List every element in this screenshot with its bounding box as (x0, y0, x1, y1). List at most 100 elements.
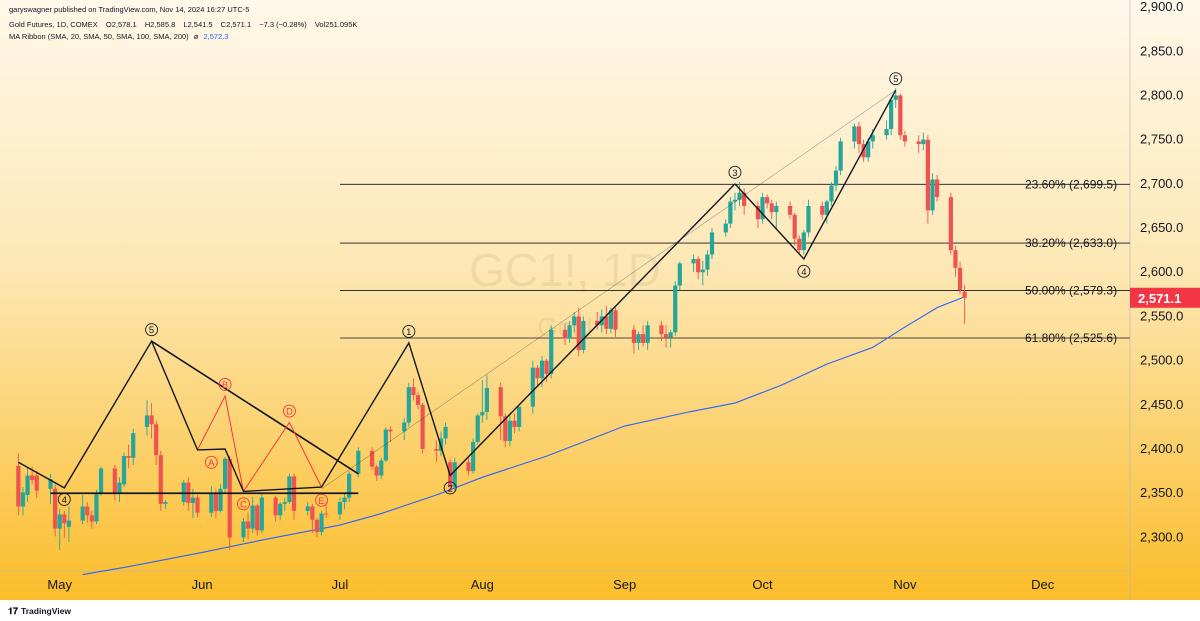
candle-body (755, 205, 761, 220)
candle-body (608, 310, 614, 329)
fib-level-label: 61.80% (2,525.6) (1025, 331, 1117, 345)
candle-body (659, 325, 664, 335)
candle-body (948, 197, 953, 251)
tradingview-logo[interactable]: 𝟏𝟕 TradingView (8, 606, 71, 617)
volume-value: Vol251.095K (314, 20, 358, 29)
candle-body (797, 238, 802, 251)
time-axis[interactable]: May Jun Jul Aug Sep Oct Nov Dec (47, 577, 1054, 592)
candle-body (117, 482, 122, 494)
candle-body (866, 141, 871, 158)
candle-body (158, 455, 163, 504)
candle-body (80, 506, 85, 521)
fibonacci-retracement[interactable]: 23.60% (2,699.5) 38.20% (2,633.0) 50.00% (… (339, 177, 1130, 345)
candle-body (94, 493, 99, 522)
ma-ribbon (82, 296, 965, 576)
channel-trendline[interactable] (321, 89, 896, 490)
candle-body (250, 505, 255, 529)
candle-body (402, 422, 407, 432)
candle-body (278, 503, 283, 516)
candle-body (902, 135, 908, 142)
candle-body (889, 99, 894, 130)
candle-body (48, 479, 53, 489)
candle-body (195, 497, 200, 513)
wave-label-text: 5 (149, 325, 154, 336)
price-tick-label: 2,750.0 (1140, 132, 1183, 147)
time-tick-label: May (47, 577, 72, 592)
candle-body (636, 334, 641, 343)
last-price-badge (1130, 287, 1200, 308)
candle-body (319, 513, 324, 533)
time-tick-label: Nov (893, 577, 917, 592)
candle-body (696, 258, 701, 273)
plot-background (0, 0, 1130, 600)
wave-label-circle (237, 497, 250, 511)
candle-body (691, 258, 696, 264)
candle-body (471, 441, 476, 472)
candle-body (209, 493, 214, 513)
wave-label-text: 4 (801, 267, 806, 278)
candle-body (934, 179, 940, 198)
candle-body (705, 254, 710, 270)
elliott-wave-path[interactable] (734, 89, 897, 261)
candle-body (774, 205, 779, 213)
tradingview-brand: TradingView (21, 606, 71, 616)
price-axis[interactable]: 2,300.0 2,350.0 2,400.0 2,450.0 2,500.0 2,550… (1140, 0, 1183, 544)
candle-body (241, 521, 246, 538)
wave-label-text: 4 (62, 495, 67, 506)
low-value: L2,541.5 (183, 20, 213, 29)
price-tick-label: 2,550.0 (1140, 308, 1183, 323)
indicator-line[interactable]: MA Ribbon (SMA, 20, SMA, 50, SMA, 100, S… (9, 32, 234, 41)
elliott-wave-drawings[interactable] (18, 89, 897, 495)
candle-body (443, 426, 448, 439)
candle-body (415, 395, 421, 405)
candle-body (856, 126, 862, 145)
wave-label-text: E (318, 496, 324, 507)
price-tick-label: 2,700.0 (1140, 176, 1183, 191)
price-tick-label: 2,450.0 (1140, 397, 1183, 412)
change-value: −7.3 (−0.28%) (259, 20, 307, 29)
price-tick-label: 2,850.0 (1140, 43, 1183, 58)
candle-body (829, 185, 834, 202)
wave-label-circle (218, 378, 232, 391)
footer-bar: 𝟏𝟕 TradingView (0, 601, 1200, 621)
price-tick-label: 2,300.0 (1140, 529, 1183, 544)
candle-body (255, 505, 260, 531)
candle-body (66, 520, 72, 527)
candle-body (640, 334, 646, 343)
price-tick-label: 2,350.0 (1140, 485, 1183, 500)
candle-body (154, 424, 159, 456)
candle-body (852, 126, 857, 142)
time-tick-label: Jul (332, 577, 349, 592)
time-tick-label: Oct (752, 577, 773, 592)
elliott-wave-path[interactable] (18, 183, 736, 493)
candle-body (282, 502, 287, 504)
candle-body (30, 475, 35, 480)
candle-body (126, 456, 131, 458)
candle-body (406, 387, 411, 423)
eye-icon[interactable]: ø (193, 32, 199, 41)
candle-body (792, 214, 797, 239)
triangle-resistance-line[interactable] (151, 340, 359, 475)
fib-level-label: 50.00% (2,579.3) (1025, 284, 1117, 298)
price-tick-label: 2,900.0 (1140, 0, 1183, 14)
candle-body (342, 497, 347, 503)
candle-body (916, 141, 921, 145)
candle-body (369, 450, 375, 467)
wave-label-text: D (286, 407, 293, 418)
indicator-value: 2,572.3 (203, 32, 229, 41)
candle-body (356, 450, 361, 474)
time-tick-label: Dec (1031, 577, 1055, 592)
candle-body (314, 519, 320, 533)
candle-body (769, 203, 774, 213)
price-tick-label: 2,600.0 (1140, 264, 1183, 279)
candle-body (544, 360, 549, 374)
candle-body (728, 201, 733, 224)
candle-body (57, 514, 62, 529)
candle-body (765, 197, 770, 204)
wave-label-circle (797, 264, 811, 278)
wave-label-circle (402, 325, 416, 338)
candle-body (898, 95, 903, 136)
candle-body (112, 468, 117, 494)
candle-body (742, 192, 747, 206)
